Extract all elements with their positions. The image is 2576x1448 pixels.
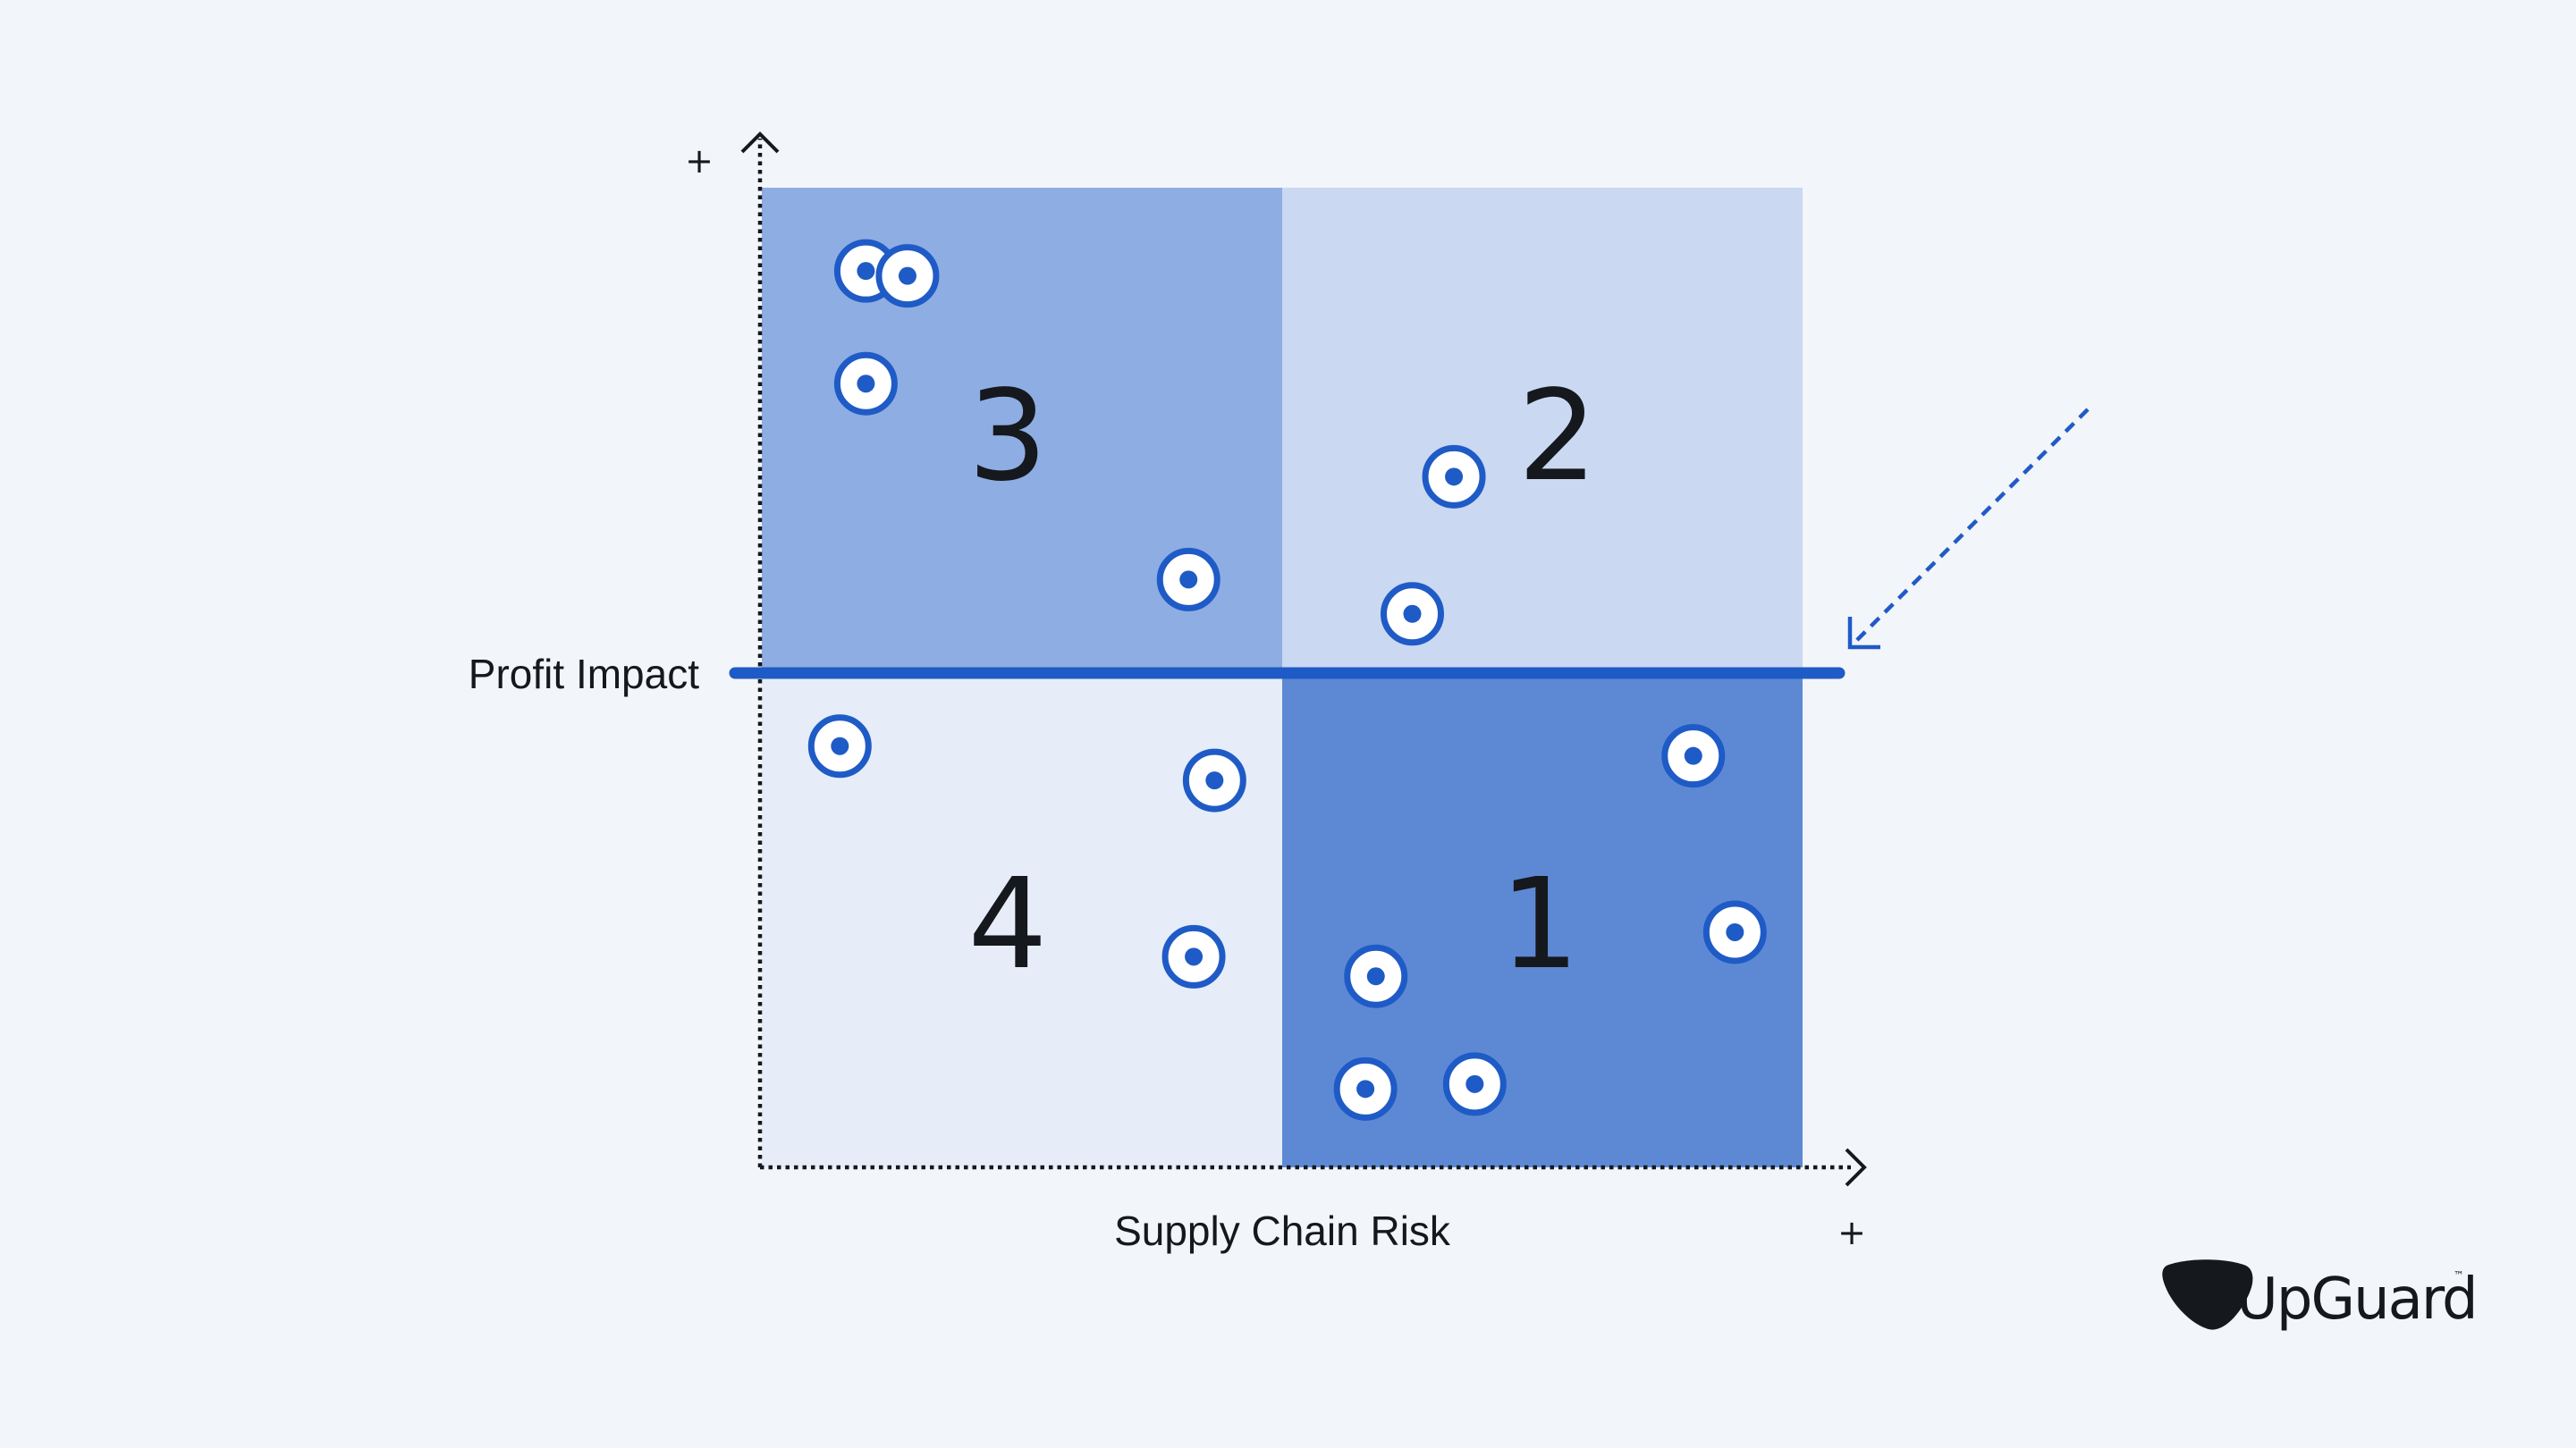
profit-impact-label: Profit Impact	[469, 651, 699, 697]
data-point-dot	[831, 737, 849, 755]
data-point-dot	[1403, 604, 1422, 623]
data-point-dot	[1179, 570, 1198, 589]
supply-chain-risk-label: Supply Chain Risk	[1114, 1208, 1451, 1254]
data-point	[1161, 924, 1226, 989]
brand-name: UpGuard	[2236, 1267, 2477, 1333]
quadrant-2-number: 2	[1517, 364, 1597, 509]
data-point-dot	[1205, 771, 1224, 790]
y-axis-arrowhead	[740, 131, 780, 154]
upguard-logo: UpGuard ™	[2162, 1259, 2479, 1333]
quadrant-3-number: 3	[967, 364, 1047, 509]
data-point	[1422, 444, 1486, 509]
data-point-dot	[857, 262, 875, 281]
quadrant-4-number: 4	[967, 852, 1047, 998]
data-point	[1702, 900, 1767, 964]
quadrant-2-area	[1282, 188, 1803, 673]
data-point-dot	[1356, 1080, 1375, 1099]
data-point-dot	[1684, 746, 1702, 765]
dashed-pointer-arrow	[1847, 408, 2090, 650]
quadrant-1-number: 1	[1499, 852, 1579, 998]
x-axis-arrowhead	[1845, 1148, 1867, 1187]
data-point-dot	[1726, 922, 1744, 941]
data-point	[1344, 944, 1408, 1008]
data-point-dot	[857, 375, 875, 393]
y-axis	[740, 131, 780, 1167]
data-point-dot	[898, 266, 916, 285]
y-axis-plus-marker: +	[685, 141, 714, 181]
brand-trademark: ™	[2454, 1269, 2464, 1282]
data-point	[833, 351, 898, 416]
x-axis	[760, 1148, 1867, 1187]
data-point-dot	[1445, 467, 1464, 486]
data-points	[807, 239, 1767, 1121]
x-axis-plus-marker: +	[1837, 1213, 1866, 1252]
data-point	[1381, 582, 1444, 646]
data-point	[1442, 1052, 1507, 1116]
data-point-dot	[1366, 967, 1385, 986]
data-point-dot	[1465, 1074, 1484, 1093]
data-point-dot	[1185, 947, 1204, 966]
guitar-pick-shield-icon	[2162, 1259, 2253, 1330]
data-point	[1182, 748, 1246, 812]
data-point	[1661, 724, 1726, 788]
data-point	[1156, 547, 1220, 611]
data-point	[1333, 1057, 1398, 1121]
data-point	[807, 714, 872, 779]
data-point	[875, 244, 940, 308]
